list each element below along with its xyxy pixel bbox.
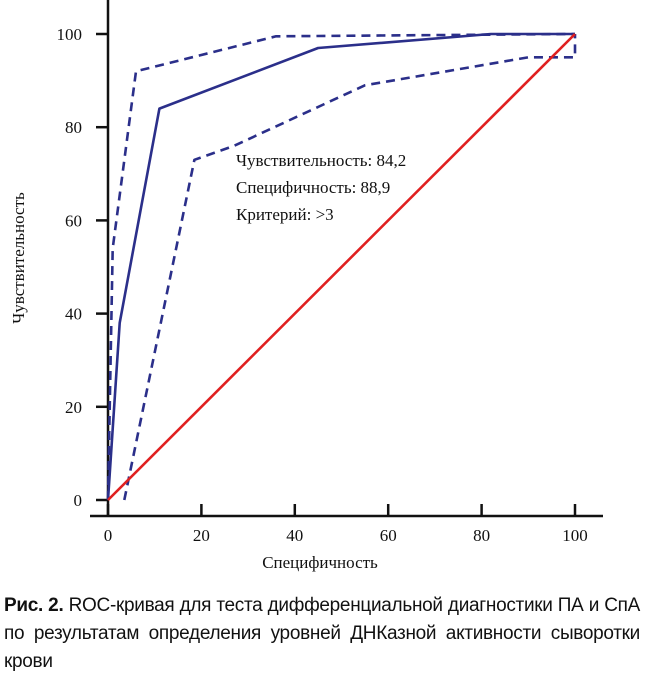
roc-chart: 0 20 40 60 80 100 0 20 40 60 80 100 Чувствительност… [9, 0, 603, 572]
x-tick-label: 0 [104, 526, 113, 545]
y-axis-title: Чувствительность [9, 192, 28, 324]
y-tick-label: 100 [57, 25, 83, 44]
reference-diagonal [107, 33, 576, 501]
x-tick-label: 60 [380, 526, 397, 545]
y-tick-label: 40 [65, 305, 82, 324]
annotation-criterion: Критерий: >3 [236, 205, 334, 224]
annotations: Чувствительность: 84,2 Специфичность: 88… [236, 151, 406, 224]
x-axis-title: Специфичность [262, 553, 378, 572]
caption-text: ROC-кривая для теста дифференциальной ди… [4, 595, 640, 672]
caption-label: Рис. 2. [4, 595, 64, 616]
y-tick-label: 0 [74, 491, 83, 510]
x-tick-label: 80 [473, 526, 490, 545]
figure-caption: Рис. 2. ROC-кривая для теста дифференциа… [4, 592, 640, 676]
x-tick-label: 40 [286, 526, 303, 545]
y-tick-label: 20 [65, 398, 82, 417]
annotation-specificity: Специфичность: 88,9 [236, 178, 390, 197]
ticks: 0 20 40 60 80 100 0 20 40 60 80 100 [57, 25, 588, 545]
roc-lower-confidence-bound [123, 34, 577, 501]
y-tick-label: 60 [65, 211, 82, 230]
series-group [106, 32, 577, 501]
axes [90, 0, 603, 518]
y-tick-label: 80 [65, 118, 82, 137]
annotation-sensitivity: Чувствительность: 84,2 [236, 151, 406, 170]
x-tick-label: 100 [562, 526, 588, 545]
roc-upper-confidence-bound [106, 32, 576, 501]
x-tick-label: 20 [193, 526, 210, 545]
